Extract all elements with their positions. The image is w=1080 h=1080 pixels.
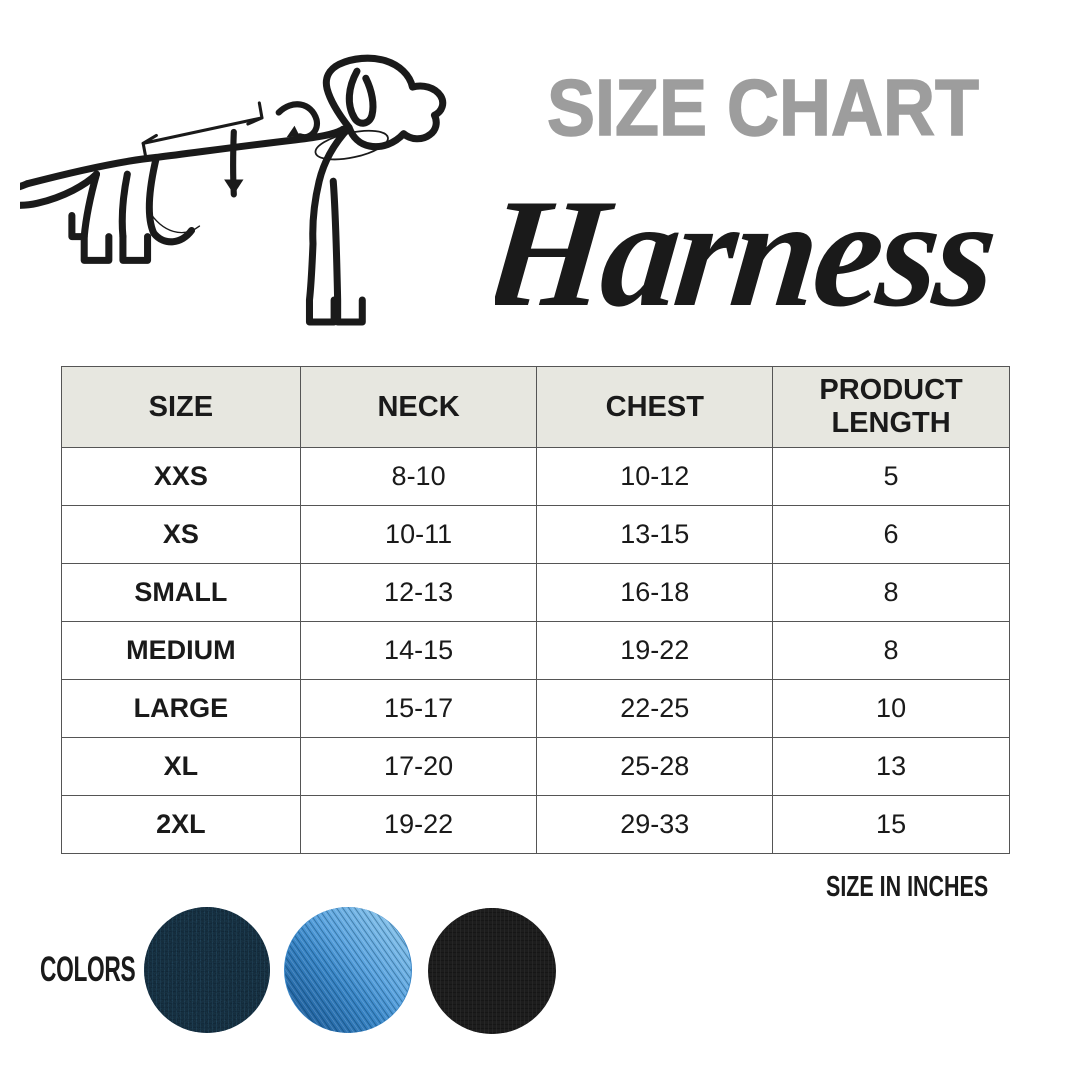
- svg-text:Harness: Harness: [495, 170, 1001, 339]
